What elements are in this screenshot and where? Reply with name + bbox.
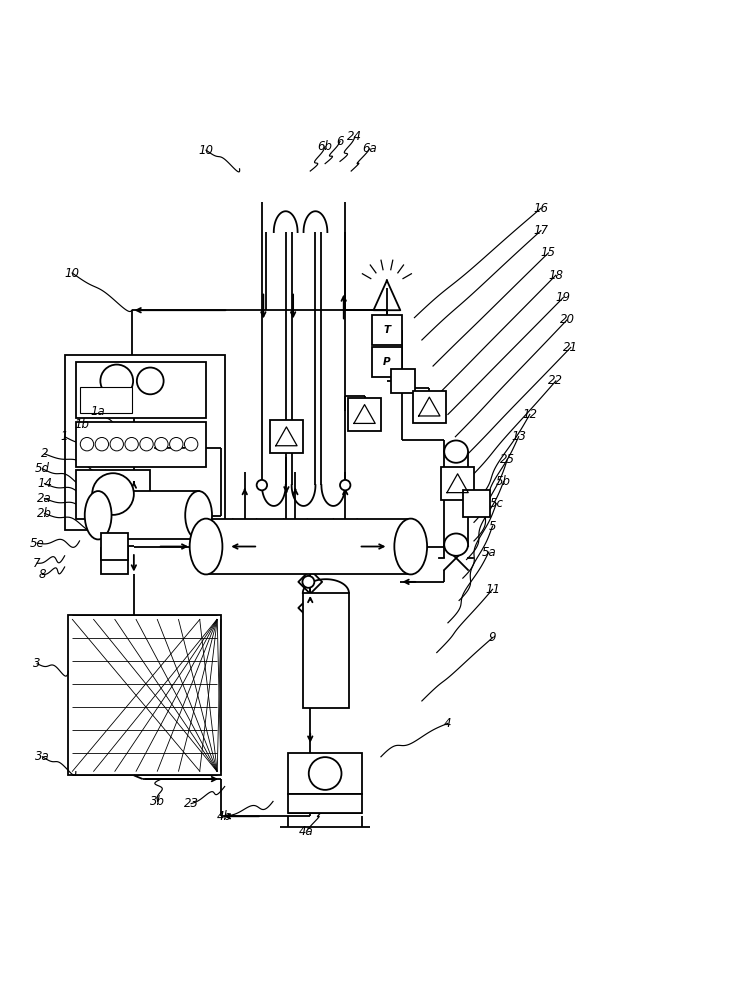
Circle shape bbox=[257, 480, 267, 490]
Circle shape bbox=[95, 437, 108, 451]
Text: 17: 17 bbox=[533, 224, 548, 237]
Text: 10: 10 bbox=[199, 144, 214, 157]
Text: 20: 20 bbox=[560, 313, 574, 326]
Bar bbox=[303, 593, 349, 708]
Text: 1: 1 bbox=[61, 430, 69, 443]
Circle shape bbox=[110, 437, 123, 451]
Text: 6: 6 bbox=[336, 135, 344, 148]
Bar bbox=[101, 548, 128, 574]
Ellipse shape bbox=[444, 533, 468, 556]
Text: 16: 16 bbox=[533, 202, 548, 215]
Circle shape bbox=[137, 368, 164, 394]
Bar bbox=[69, 615, 221, 775]
Text: 18: 18 bbox=[548, 269, 563, 282]
Text: 5c: 5c bbox=[489, 497, 503, 510]
Bar bbox=[206, 519, 411, 574]
Bar bbox=[101, 533, 128, 560]
Text: 4b: 4b bbox=[217, 810, 232, 823]
Circle shape bbox=[185, 437, 198, 451]
Ellipse shape bbox=[190, 519, 223, 574]
Circle shape bbox=[303, 576, 314, 588]
Bar bbox=[75, 470, 150, 519]
Ellipse shape bbox=[394, 519, 427, 574]
Text: 6b: 6b bbox=[317, 140, 332, 153]
Bar bbox=[391, 369, 415, 393]
Text: 2a: 2a bbox=[37, 492, 52, 505]
Bar bbox=[288, 753, 362, 794]
Circle shape bbox=[140, 437, 153, 451]
Text: 11: 11 bbox=[485, 583, 500, 596]
Circle shape bbox=[309, 757, 341, 790]
Text: 3: 3 bbox=[34, 657, 41, 670]
Bar bbox=[372, 315, 402, 345]
Circle shape bbox=[92, 473, 134, 515]
Text: 5b: 5b bbox=[496, 475, 511, 488]
Circle shape bbox=[340, 480, 350, 490]
Text: 23: 23 bbox=[184, 797, 199, 810]
Bar bbox=[79, 387, 131, 413]
Circle shape bbox=[125, 437, 138, 451]
Text: 12: 12 bbox=[522, 408, 537, 421]
Text: 15: 15 bbox=[541, 246, 556, 259]
Text: 6a: 6a bbox=[362, 142, 377, 155]
Bar bbox=[98, 491, 199, 539]
Circle shape bbox=[170, 437, 183, 451]
Bar bbox=[413, 391, 446, 423]
Text: 3b: 3b bbox=[150, 795, 165, 808]
Text: 14: 14 bbox=[37, 477, 52, 490]
Bar bbox=[441, 467, 474, 500]
Text: 24: 24 bbox=[347, 130, 362, 143]
Text: 4: 4 bbox=[444, 717, 452, 730]
Text: 8: 8 bbox=[39, 568, 46, 581]
Text: 2b: 2b bbox=[37, 507, 52, 520]
Text: 5: 5 bbox=[489, 520, 496, 533]
Text: 7: 7 bbox=[34, 557, 41, 570]
Text: 2: 2 bbox=[41, 447, 49, 460]
Text: 1b: 1b bbox=[74, 418, 89, 431]
Text: 4a: 4a bbox=[299, 825, 314, 838]
Text: 5e: 5e bbox=[30, 537, 45, 550]
Text: P: P bbox=[383, 357, 391, 367]
Text: T: T bbox=[383, 325, 391, 335]
Ellipse shape bbox=[84, 491, 111, 539]
Bar bbox=[288, 794, 362, 813]
Text: 5a: 5a bbox=[482, 546, 496, 559]
Circle shape bbox=[100, 365, 133, 397]
Bar bbox=[65, 355, 225, 530]
Circle shape bbox=[155, 437, 168, 451]
Bar bbox=[444, 452, 468, 545]
Text: 10: 10 bbox=[64, 267, 80, 280]
Text: 5d: 5d bbox=[35, 462, 50, 475]
Bar bbox=[75, 422, 206, 467]
Text: 9: 9 bbox=[489, 631, 496, 644]
Bar bbox=[463, 490, 489, 517]
Ellipse shape bbox=[185, 491, 212, 539]
Text: 25: 25 bbox=[500, 453, 515, 466]
Text: 22: 22 bbox=[548, 374, 563, 387]
Bar bbox=[75, 362, 206, 418]
Bar bbox=[372, 347, 402, 377]
Bar bbox=[270, 420, 303, 453]
Text: 19: 19 bbox=[556, 291, 571, 304]
Circle shape bbox=[80, 437, 93, 451]
Text: 3a: 3a bbox=[35, 750, 50, 763]
Text: 1a: 1a bbox=[91, 405, 105, 418]
Text: 21: 21 bbox=[563, 341, 578, 354]
Ellipse shape bbox=[444, 440, 468, 463]
Text: 13: 13 bbox=[511, 430, 526, 443]
Bar bbox=[348, 398, 381, 431]
